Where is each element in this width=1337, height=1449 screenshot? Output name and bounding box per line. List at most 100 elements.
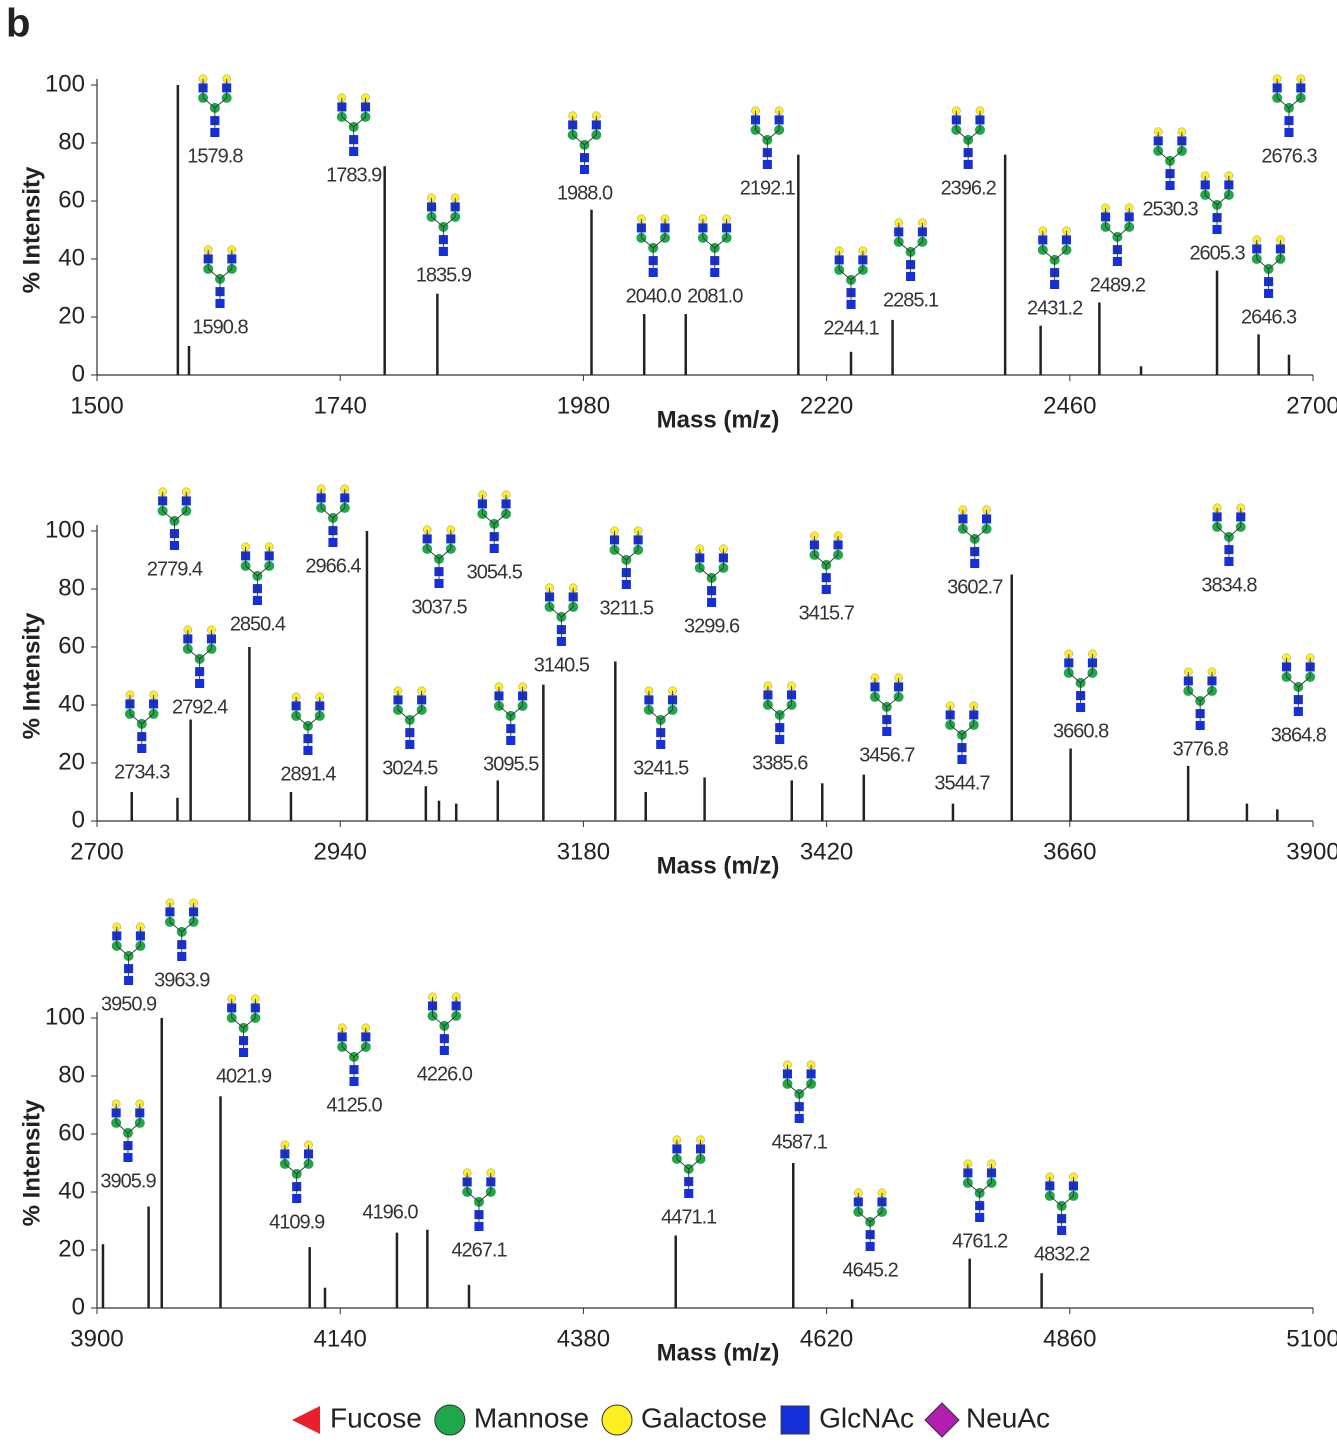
y-axis-label: % Intensity [18,166,45,293]
glycan-icon [1281,653,1316,717]
peak-label: 3963.9 [154,969,210,991]
peak-label: 3544.7 [934,772,990,794]
x-tick-label: 4380 [557,1325,610,1352]
glycan-icon [869,673,905,737]
x-tick-label: 4860 [1043,1325,1096,1352]
peak-label: 2192.1 [740,177,796,199]
peak-label: 2081.0 [687,285,743,307]
peak-label: 3905.9 [100,1170,156,1192]
peak-label: 4587.1 [772,1131,828,1153]
y-tick-label: 40 [58,1177,85,1204]
x-axis-label: Mass (m/z) [657,1339,780,1366]
glycan-icon [426,193,461,257]
glycan-icon [852,1188,888,1252]
glycan-icon [697,214,733,278]
y-tick-label: 80 [58,128,85,155]
legend-label: Mannose [474,1402,589,1433]
peak-label: 2850.4 [230,613,286,635]
y-tick-label: 60 [58,632,85,659]
peak-label: 2605.3 [1189,242,1245,264]
peak-label: 2244.1 [823,317,879,339]
glycan-icon [671,1135,707,1199]
peak-label: 4761.2 [952,1230,1008,1252]
peak-label: 3140.5 [534,654,590,676]
peak-label: 1988.0 [557,182,613,204]
peak-label: 4196.0 [362,1201,418,1223]
peak-label: 2676.3 [1261,145,1317,167]
glycan-icon [1271,74,1307,138]
x-tick-label: 2220 [800,392,853,419]
peak-label: 1783.9 [326,164,382,186]
y-tick-label: 60 [58,1119,85,1146]
peak-label: 2966.4 [305,555,361,577]
glycan-icon [609,526,644,590]
peak-label: 3385.6 [752,752,808,774]
x-tick-label: 2940 [314,838,367,865]
x-tick-label: 4140 [314,1325,367,1352]
y-axis-label: % Intensity [18,1099,45,1226]
glycan-icon [182,625,217,689]
glycan-icon [202,245,238,309]
peak-label: 4645.2 [843,1259,899,1281]
y-tick-label: 0 [72,1293,85,1320]
glycan-icon [762,681,798,745]
peak-label: 2734.3 [114,761,170,783]
glycan-icon [635,214,671,278]
peak-label: 2285.1 [883,289,939,311]
peak-label: 3660.8 [1053,720,1109,742]
peak-label: 2040.0 [626,285,682,307]
glycan-icon [1199,171,1235,235]
glycan-icon [950,106,986,170]
x-tick-label: 2460 [1043,392,1096,419]
glycan-icon [476,490,512,554]
peak-label: 4267.1 [451,1239,507,1261]
x-tick-label: 1980 [557,392,610,419]
glycan-icon [290,692,326,756]
glycan-icon [124,690,160,754]
legend-swatch [292,1406,320,1434]
glycan-icon [544,583,579,647]
peak-label: 3776.8 [1173,738,1229,760]
peak-label: 3834.8 [1201,574,1257,596]
legend-swatch [434,1404,466,1436]
peak-label: 2792.4 [172,696,228,718]
y-tick-label: 60 [58,186,85,213]
x-tick-label: 2700 [1286,392,1337,419]
glycan-icon [893,218,928,282]
peak-label: 3415.7 [799,602,855,624]
peak-label: 2646.3 [1241,306,1297,328]
peak-label: 4832.2 [1034,1243,1090,1265]
x-tick-label: 3900 [70,1325,123,1352]
y-tick-label: 20 [58,1235,85,1262]
peak-label: 4125.0 [326,1094,382,1116]
glycan-icon [111,922,146,986]
peak-label: 1835.9 [416,264,472,286]
glycan-icon [164,898,200,962]
glycan-icon [833,246,869,310]
legend-label: NeuAc [966,1402,1050,1433]
peak-label: 2489.2 [1090,274,1146,296]
peak-label: 4021.9 [216,1065,272,1087]
legend-label: GlcNAc [819,1402,914,1433]
y-tick-label: 100 [45,1003,85,1030]
glycan-icon [957,505,993,569]
glycan-icon [1037,226,1072,290]
glycan-icon [643,686,679,750]
x-tick-label: 3900 [1286,838,1337,865]
x-tick-label: 1740 [314,392,367,419]
glycan-icon [1182,667,1218,731]
x-tick-label: 2700 [70,838,123,865]
panel-label: b [6,2,30,46]
peak-label: 2530.3 [1142,198,1198,220]
glycan-icon [226,994,261,1058]
glycan-icon [1152,127,1188,191]
glycan-icon [493,682,529,746]
peak-label: 3037.5 [411,596,467,618]
glycan-icon [336,93,371,157]
peak-label: 3602.7 [947,576,1003,598]
x-axis-label: Mass (m/z) [657,852,780,879]
peak-label: 3299.6 [684,615,740,637]
glycan-icon [421,525,457,589]
y-tick-label: 80 [58,574,85,601]
x-tick-label: 1500 [70,392,123,419]
